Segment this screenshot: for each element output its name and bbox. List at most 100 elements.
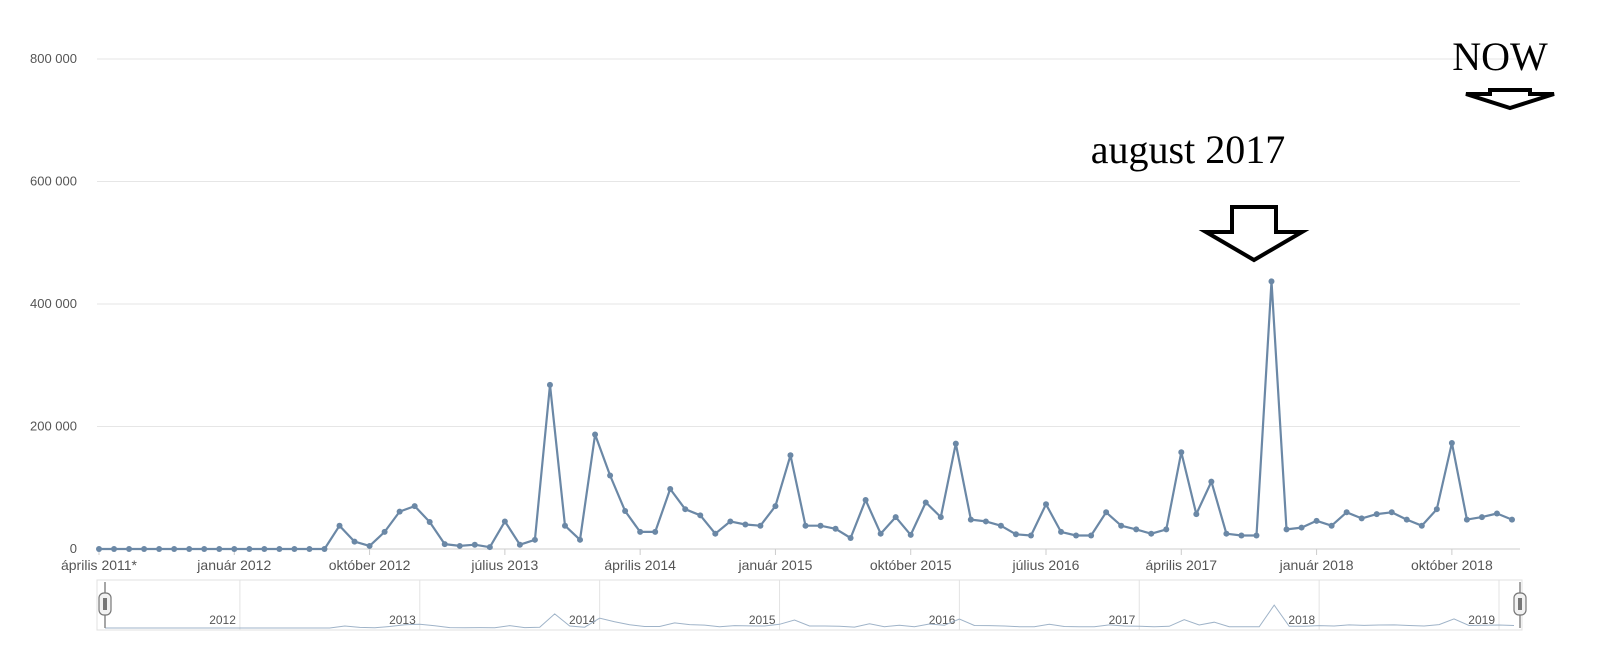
data-point[interactable] [531,536,538,543]
data-point[interactable] [186,546,193,552]
data-point[interactable] [1388,509,1395,516]
data-point[interactable] [1163,526,1170,533]
data-point[interactable] [321,546,328,552]
data-point[interactable] [907,531,914,538]
data-point[interactable] [1509,516,1515,523]
data-point[interactable] [1328,522,1335,529]
data-point[interactable] [351,538,358,545]
data-point[interactable] [336,522,343,529]
data-point[interactable] [141,546,148,552]
data-point[interactable] [96,546,102,552]
navigator-right-handle[interactable] [1513,582,1527,628]
data-point[interactable] [1433,506,1440,513]
data-point[interactable] [727,518,734,525]
data-point[interactable] [426,519,433,526]
data-point[interactable] [516,541,523,548]
data-point[interactable] [1298,524,1305,531]
data-point[interactable] [1058,528,1065,535]
data-point[interactable] [817,522,824,529]
data-point[interactable] [847,534,854,541]
data-point[interactable] [1373,511,1380,518]
data-point[interactable] [1208,478,1215,485]
data-point[interactable] [111,546,118,552]
data-point[interactable] [862,497,869,503]
data-point[interactable] [486,544,493,551]
data-point[interactable] [982,518,989,525]
data-point[interactable] [877,530,884,537]
data-point[interactable] [577,536,584,543]
data-point[interactable] [231,546,238,552]
data-point[interactable] [607,472,614,479]
data-point[interactable] [1118,522,1125,529]
data-point[interactable] [757,522,764,529]
data-point[interactable] [1448,440,1455,447]
data-point[interactable] [712,530,719,537]
data-point[interactable] [396,508,403,515]
data-point[interactable] [441,541,448,548]
data-point[interactable] [291,546,298,552]
data-point[interactable] [1463,516,1470,523]
data-point[interactable] [1283,526,1290,533]
data-point[interactable] [892,514,899,521]
data-point[interactable] [787,452,794,459]
data-point[interactable] [922,499,929,506]
data-point[interactable] [1493,510,1500,517]
data-point[interactable] [772,503,779,510]
data-point[interactable] [216,546,223,552]
data-point[interactable] [1343,509,1350,516]
data-point[interactable] [832,525,839,532]
data-point[interactable] [306,546,313,552]
data-point[interactable] [411,503,418,510]
data-point[interactable] [1133,526,1140,533]
data-point[interactable] [592,431,599,438]
data-point[interactable] [952,440,959,447]
data-point[interactable] [1088,532,1095,539]
data-point[interactable] [997,522,1004,529]
data-point[interactable] [261,546,268,552]
data-point[interactable] [276,546,283,552]
data-point[interactable] [156,546,163,552]
data-point[interactable] [637,528,644,535]
data-point[interactable] [1403,516,1410,523]
data-point[interactable] [697,512,704,519]
data-point[interactable] [1418,522,1425,529]
data-point[interactable] [1012,531,1019,538]
data-point[interactable] [1313,517,1320,524]
data-point[interactable] [561,522,568,529]
data-point[interactable] [622,508,629,515]
data-point[interactable] [967,516,974,523]
y-axis-tick-labels: 0 200 000 400 000 600 000 800 000 [30,51,77,556]
data-point[interactable] [1193,511,1200,518]
data-point[interactable] [802,522,809,529]
data-point[interactable] [1223,530,1230,537]
data-point[interactable] [742,521,749,528]
data-point[interactable] [366,542,373,549]
data-point[interactable] [667,485,674,492]
data-point[interactable] [937,514,944,521]
data-point[interactable] [1238,532,1245,539]
navigator-left-handle[interactable] [98,582,112,628]
data-point[interactable] [1253,532,1260,539]
data-point[interactable] [1027,532,1034,539]
data-point[interactable] [1478,514,1485,521]
data-point[interactable] [471,541,478,548]
data-point[interactable] [126,546,133,552]
data-point[interactable] [381,528,388,535]
data-point[interactable] [201,546,208,552]
data-point[interactable] [1358,515,1365,522]
data-point[interactable] [682,506,689,513]
data-point[interactable] [1103,509,1110,516]
navigator-year-label: 2019 [1468,613,1495,627]
data-point[interactable] [1043,501,1050,508]
data-point[interactable] [1178,449,1185,456]
data-point[interactable] [1073,532,1080,539]
data-point[interactable] [456,542,463,549]
data-point[interactable] [652,528,659,535]
data-point[interactable] [1148,530,1155,537]
data-point[interactable] [1268,278,1275,285]
data-point[interactable] [501,518,508,525]
data-point[interactable] [171,546,178,552]
data-point[interactable] [246,546,253,552]
data-point[interactable] [546,381,553,388]
range-navigator[interactable]: 2012 2013 2014 2015 2016 2017 2018 2019 [96,579,1527,631]
